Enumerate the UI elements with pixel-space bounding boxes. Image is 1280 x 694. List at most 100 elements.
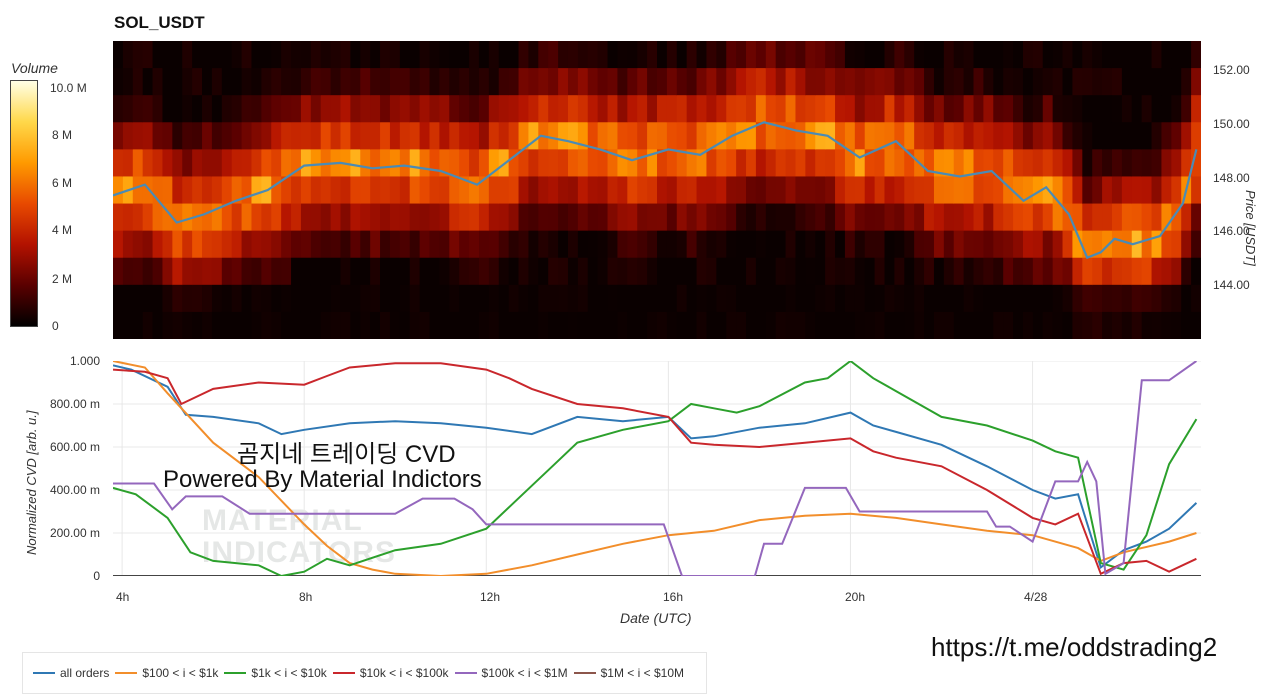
heatmap-cell [567, 41, 579, 69]
heatmap-cell [597, 257, 609, 286]
overlay-subtitle: Powered By Material Indictors [163, 466, 482, 493]
heatmap-cell [1042, 41, 1054, 69]
heatmap-cell [241, 176, 253, 205]
heatmap-cell [567, 230, 579, 259]
heatmap-cell [647, 41, 658, 69]
heatmap-cell [943, 230, 955, 259]
heatmap-cell [360, 95, 371, 123]
heatmap-cell [330, 122, 342, 150]
heatmap-cell [1082, 122, 1093, 150]
heatmap-cell [271, 284, 282, 313]
heatmap-cell [706, 95, 717, 123]
heatmap-cell [409, 284, 421, 313]
heatmap-cell [696, 284, 708, 313]
heatmap-cell [192, 257, 203, 286]
heatmap-cell [657, 311, 668, 340]
heatmap-cell [478, 41, 490, 69]
heatmap-cell [657, 149, 668, 178]
heatmap-cell [666, 95, 678, 123]
heatmap-cell [291, 122, 302, 150]
heatmap-cell [1082, 176, 1093, 205]
heatmap-cell [746, 95, 757, 123]
heatmap-cell [291, 257, 302, 286]
heatmap-cell [1092, 95, 1103, 123]
heatmap-cell [370, 176, 381, 205]
heatmap-cell [1032, 203, 1044, 232]
heatmap-cell [1131, 311, 1143, 340]
heatmap-cell [162, 284, 173, 313]
orderbook-heatmap[interactable] [112, 41, 1202, 340]
heatmap-cell [785, 203, 797, 232]
heatmap-cell [775, 311, 787, 340]
heatmap-cell [310, 284, 322, 313]
legend-item-1m-10m[interactable]: $1M < i < $10M [573, 666, 684, 680]
heatmap-cell [132, 257, 144, 286]
x-tick: 20h [845, 590, 866, 604]
heatmap-cell [241, 68, 253, 96]
heatmap-cell [825, 41, 836, 69]
heatmap-cell [231, 95, 243, 123]
heatmap-cell [192, 284, 203, 313]
heatmap-cell [854, 257, 866, 286]
heatmap-cell [162, 311, 173, 340]
heatmap-cell [320, 257, 332, 286]
heatmap-cell [983, 176, 994, 205]
heatmap-cell [1121, 230, 1133, 259]
heatmap-cell [943, 95, 955, 123]
heatmap-cell [202, 230, 213, 259]
telegram-url[interactable]: https://t.me/oddstrading2 [931, 632, 1218, 662]
heatmap-cell [973, 68, 984, 96]
heatmap-cell [933, 203, 945, 232]
legend-item-1k-10k[interactable]: $1k < i < $10k [224, 666, 327, 680]
heatmap-cell [1171, 257, 1182, 286]
heatmap-cell [607, 41, 619, 69]
heatmap-cell [1191, 176, 1202, 205]
heatmap-cell [1062, 230, 1074, 259]
heatmap-cell [320, 311, 332, 340]
heatmap-cell [488, 95, 500, 123]
heatmap-cell [439, 230, 450, 259]
heatmap-cell [340, 68, 351, 96]
heatmap-cell [914, 257, 925, 286]
heatmap-cell [211, 149, 223, 178]
heatmap-cell [449, 284, 460, 313]
legend-item-10k-100k[interactable]: $10k < i < $100k [332, 666, 449, 680]
heatmap-cell [765, 149, 777, 178]
heatmap-cell [142, 257, 154, 286]
legend-label: $10k < i < $100k [359, 666, 449, 680]
heatmap-cell [617, 41, 628, 69]
heatmap-cell [370, 149, 381, 178]
heatmap-cell [815, 203, 826, 232]
heatmap-cell [518, 311, 530, 340]
heatmap-cell [380, 41, 391, 69]
heatmap-cell [835, 95, 846, 123]
heatmap-cell [716, 68, 727, 96]
heatmap-cell [1141, 203, 1153, 232]
heatmap-cell [548, 230, 559, 259]
heatmap-cell [696, 95, 708, 123]
heatmap-cell [1102, 284, 1113, 313]
heatmap-cell [132, 176, 144, 205]
heatmap-cell [775, 95, 787, 123]
heatmap-cell [271, 176, 282, 205]
heatmap-cell [963, 284, 975, 313]
colorbar-tick: 2 M [52, 272, 73, 286]
heatmap-cell [785, 122, 797, 150]
heatmap-cell [380, 311, 391, 340]
heatmap-cell [1022, 149, 1034, 178]
heatmap-cell [508, 230, 520, 259]
heatmap-cell [1082, 95, 1093, 123]
heatmap-cell [1022, 122, 1034, 150]
heatmap-cell [548, 284, 559, 313]
heatmap-cell [172, 95, 183, 123]
legend-item-100k-1m[interactable]: $100k < i < $1M [454, 666, 568, 680]
heatmap-cell [1042, 149, 1054, 178]
legend-item-100-1k[interactable]: $100 < i < $1k [115, 666, 218, 680]
heatmap-cell [746, 284, 757, 313]
heatmap-cell [251, 176, 262, 205]
heatmap-cell [350, 311, 361, 340]
heatmap-cell [627, 95, 638, 123]
cvd-chart[interactable] [112, 359, 1201, 578]
heatmap-cell [785, 41, 797, 69]
legend-item-all-orders[interactable]: all orders [33, 666, 109, 680]
